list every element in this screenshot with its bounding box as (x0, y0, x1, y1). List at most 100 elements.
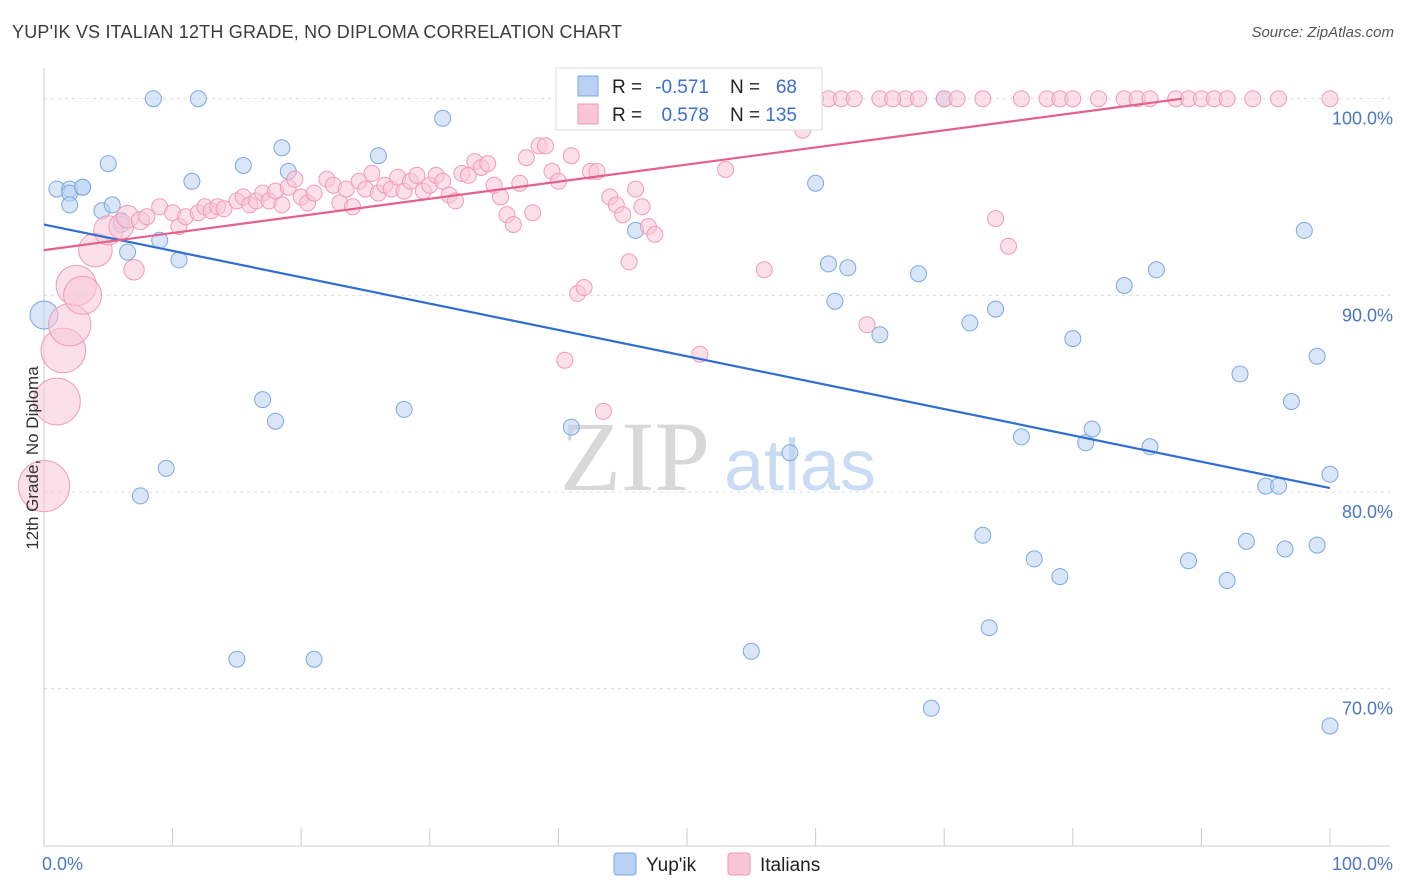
grid-lines (44, 98, 1390, 690)
italians-point-65 (511, 174, 529, 192)
italians-point-101 (845, 90, 863, 108)
yupik-point-40 (922, 699, 940, 717)
stats-n-value-0: 68 (776, 77, 797, 98)
italians-point-81 (614, 206, 632, 224)
legend-label-0: Yup'ik (646, 855, 697, 876)
yupik-point-35 (820, 255, 837, 273)
italians-point-49 (408, 166, 426, 184)
italians-point-91 (717, 161, 735, 178)
yupik-point-9 (103, 196, 121, 214)
yupik-point-13 (131, 487, 149, 505)
italians-point-53 (434, 172, 452, 190)
stats-r-value-0: -0.571 (655, 77, 709, 98)
y-tick-label-2: 80.0% (1342, 502, 1393, 522)
italians-trend-line (43, 97, 1183, 252)
yupik-point-34 (807, 174, 825, 192)
italians-point-29 (273, 196, 291, 214)
italians-point-109 (1000, 237, 1017, 255)
yupik-trend-line (43, 223, 1331, 490)
y-tick-label-0: 100.0% (1332, 109, 1393, 129)
stats-r-label-0: R = (612, 77, 642, 98)
italians-point-86 (646, 225, 664, 243)
yupik-point-52 (1115, 277, 1133, 294)
italians-point-31 (286, 170, 304, 188)
y-tick-label-3: 70.0% (1342, 699, 1393, 719)
yupik-point-64 (1308, 536, 1326, 554)
italians-point-21 (215, 200, 233, 218)
yupik-point-38 (871, 326, 889, 344)
yupik-point-45 (987, 300, 1005, 318)
italians-point-57 (459, 166, 477, 184)
yupik-point-47 (1025, 550, 1043, 568)
legend: Yup'ik Italians (613, 852, 820, 876)
italians-point-82 (620, 253, 638, 271)
yupik-point-4 (61, 196, 79, 214)
yupik-point-61 (1276, 540, 1294, 558)
yupik-point-33 (781, 444, 799, 462)
yupik-point-28 (395, 400, 413, 418)
italians-point-39 (344, 198, 362, 216)
italians-point-0 (17, 460, 71, 513)
data-points (17, 90, 1339, 735)
italians-point-123 (1244, 90, 1262, 108)
axes (43, 68, 1390, 847)
stats-box: R = -0.571 N = 68 R = 0.578 N = 135 (555, 67, 823, 131)
watermark: ZIP atlas (560, 401, 876, 512)
italians-point-126 (987, 210, 1005, 228)
italians-point-66 (517, 149, 535, 167)
yupik-point-63 (1295, 221, 1313, 239)
yupik-point-56 (1218, 572, 1236, 589)
legend-swatch-0 (613, 852, 637, 876)
italians-point-94 (755, 261, 773, 279)
legend-swatch-1 (727, 852, 751, 876)
italians-point-114 (1090, 90, 1107, 108)
italians-point-34 (305, 184, 323, 202)
stats-swatch-0 (577, 75, 599, 97)
yupik-point-57 (1231, 365, 1249, 383)
yupik-point-48 (1051, 568, 1069, 586)
yupik-point-51 (1083, 420, 1101, 438)
stats-box-frame (555, 67, 823, 131)
yupik-point-20 (228, 650, 246, 668)
italians-point-73 (562, 147, 580, 165)
italians-point-10 (123, 259, 145, 281)
italians-point-42 (363, 164, 381, 182)
yupik-point-54 (1147, 261, 1165, 279)
yupik-point-29 (434, 109, 452, 127)
italians-point-75 (575, 279, 593, 296)
yupik-point-30 (562, 418, 580, 436)
yupik-point-37 (839, 259, 857, 277)
italians-point-64 (504, 216, 522, 233)
italians-point-108 (974, 90, 992, 108)
yupik-point-24 (273, 139, 291, 157)
italians-point-124 (1270, 90, 1288, 108)
italians-point-12 (138, 208, 156, 226)
yupik-point-12 (119, 243, 137, 261)
italians-point-127 (884, 90, 902, 108)
y-axis-label: 12th Grade, No Diploma (23, 366, 42, 550)
yupik-point-32 (742, 642, 760, 660)
y-tick-label-1: 90.0% (1342, 305, 1393, 325)
yupik-point-6 (74, 178, 92, 196)
yupik-point-8 (99, 155, 117, 173)
stats-n-label-1: N = (730, 105, 760, 126)
yupik-point-65 (1308, 347, 1326, 365)
x-tick-label-0: 0.0% (42, 854, 83, 874)
yupik-point-16 (157, 459, 175, 477)
yupik-point-49 (1064, 330, 1082, 348)
trend-lines (43, 97, 1331, 490)
yupik-point-14 (144, 90, 162, 108)
italians-point-72 (556, 351, 574, 369)
yupik-point-43 (974, 526, 992, 544)
watermark-atlas: atlas (724, 426, 876, 506)
italians-point-84 (633, 198, 651, 216)
yupik-point-26 (305, 650, 323, 668)
yupik-point-60 (1270, 477, 1288, 495)
yupik-point-67 (1321, 717, 1339, 735)
yupik-point-55 (1180, 552, 1197, 570)
yupik-point-21 (234, 157, 252, 174)
italians-point-38 (337, 180, 355, 198)
chart-title: YUP'IK VS ITALIAN 12TH GRADE, NO DIPLOMA… (12, 22, 623, 42)
x-tick-label-1: 100.0% (1332, 854, 1393, 874)
